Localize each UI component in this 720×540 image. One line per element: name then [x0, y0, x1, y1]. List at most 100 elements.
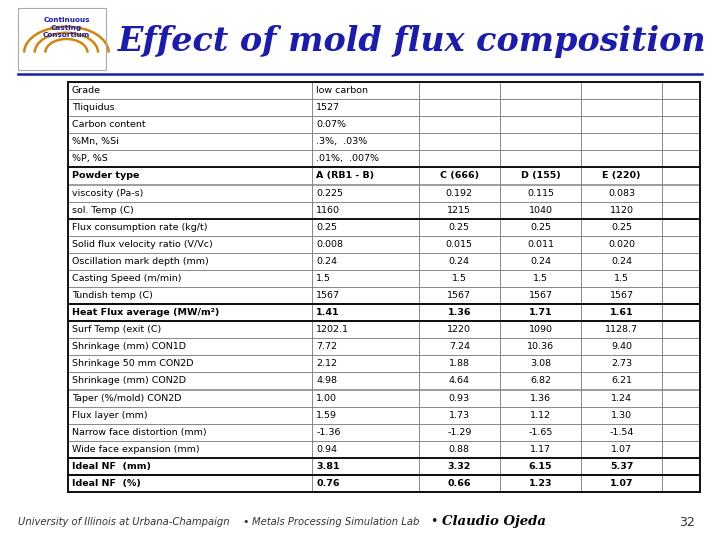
- Bar: [581, 167, 662, 185]
- Bar: [68, 82, 312, 99]
- Bar: [68, 82, 700, 492]
- Bar: [500, 133, 581, 150]
- Bar: [662, 219, 700, 236]
- Bar: [581, 355, 662, 373]
- Bar: [581, 219, 662, 236]
- Bar: [581, 82, 662, 99]
- Text: 7.72: 7.72: [316, 342, 337, 352]
- Text: 1.23: 1.23: [528, 479, 552, 488]
- Text: -1.54: -1.54: [609, 428, 634, 437]
- Bar: [500, 99, 581, 116]
- Text: 0.25: 0.25: [611, 222, 632, 232]
- Text: Claudio Ojeda: Claudio Ojeda: [442, 516, 546, 529]
- Bar: [500, 355, 581, 373]
- Text: 7.24: 7.24: [449, 342, 470, 352]
- Bar: [419, 150, 500, 167]
- Bar: [500, 287, 581, 304]
- Text: C (666): C (666): [440, 172, 479, 180]
- Text: 1202.1: 1202.1: [316, 325, 349, 334]
- Text: 1.5: 1.5: [452, 274, 467, 283]
- Bar: [662, 270, 700, 287]
- Text: 0.88: 0.88: [449, 445, 470, 454]
- Bar: [662, 424, 700, 441]
- Bar: [662, 475, 700, 492]
- Bar: [581, 287, 662, 304]
- Text: 0.015: 0.015: [446, 240, 473, 249]
- Text: Solid flux velocity ratio (V/Vc): Solid flux velocity ratio (V/Vc): [72, 240, 212, 249]
- Bar: [500, 321, 581, 338]
- Bar: [662, 373, 700, 389]
- Bar: [581, 458, 662, 475]
- Bar: [662, 321, 700, 338]
- Text: Heat Flux average (MW/m²): Heat Flux average (MW/m²): [72, 308, 220, 317]
- Bar: [68, 475, 312, 492]
- Bar: [312, 133, 419, 150]
- Bar: [662, 99, 700, 116]
- Text: 1.00: 1.00: [316, 394, 337, 402]
- Text: 1.12: 1.12: [530, 410, 551, 420]
- Bar: [68, 150, 312, 167]
- Bar: [419, 424, 500, 441]
- Bar: [581, 373, 662, 389]
- Text: 1567: 1567: [316, 291, 340, 300]
- Text: Wide face expansion (mm): Wide face expansion (mm): [72, 445, 199, 454]
- Bar: [419, 219, 500, 236]
- Bar: [581, 389, 662, 407]
- Bar: [500, 389, 581, 407]
- Text: D (155): D (155): [521, 172, 560, 180]
- Text: A (RB1 - B): A (RB1 - B): [316, 172, 374, 180]
- Text: 3.32: 3.32: [448, 462, 471, 471]
- Bar: [68, 304, 312, 321]
- Bar: [419, 287, 500, 304]
- Text: .01%,  .007%: .01%, .007%: [316, 154, 379, 164]
- Text: 10.36: 10.36: [527, 342, 554, 352]
- Bar: [662, 201, 700, 219]
- Bar: [419, 167, 500, 185]
- Text: 5.37: 5.37: [610, 462, 634, 471]
- Bar: [419, 99, 500, 116]
- Text: 0.66: 0.66: [448, 479, 471, 488]
- Text: 1.30: 1.30: [611, 410, 632, 420]
- Bar: [312, 167, 419, 185]
- Bar: [581, 253, 662, 270]
- Text: Metals Processing Simulation Lab: Metals Processing Simulation Lab: [252, 517, 419, 527]
- Bar: [312, 82, 419, 99]
- Text: 6.21: 6.21: [611, 376, 632, 386]
- Bar: [419, 236, 500, 253]
- Bar: [500, 150, 581, 167]
- Text: •: •: [430, 516, 437, 529]
- Bar: [419, 253, 500, 270]
- Text: •: •: [242, 517, 248, 527]
- Text: 1.5: 1.5: [533, 274, 548, 283]
- Bar: [581, 236, 662, 253]
- Text: -1.36: -1.36: [316, 428, 341, 437]
- Text: Ideal NF  (%): Ideal NF (%): [72, 479, 141, 488]
- Bar: [662, 441, 700, 458]
- Bar: [500, 304, 581, 321]
- Bar: [662, 407, 700, 424]
- Bar: [68, 133, 312, 150]
- Bar: [68, 355, 312, 373]
- Text: 0.25: 0.25: [316, 222, 337, 232]
- Text: Continuous
Casting
Consortium: Continuous Casting Consortium: [42, 17, 90, 38]
- Bar: [500, 424, 581, 441]
- Text: 1160: 1160: [316, 206, 340, 214]
- Text: -1.65: -1.65: [528, 428, 553, 437]
- Bar: [581, 424, 662, 441]
- Text: Tundish temp (C): Tundish temp (C): [72, 291, 153, 300]
- Bar: [419, 185, 500, 201]
- Bar: [419, 458, 500, 475]
- Bar: [312, 99, 419, 116]
- Bar: [419, 475, 500, 492]
- Bar: [68, 99, 312, 116]
- Bar: [662, 185, 700, 201]
- Text: 1.59: 1.59: [316, 410, 337, 420]
- Bar: [500, 441, 581, 458]
- Bar: [312, 253, 419, 270]
- Text: 0.020: 0.020: [608, 240, 635, 249]
- Bar: [68, 287, 312, 304]
- Bar: [68, 236, 312, 253]
- Bar: [662, 82, 700, 99]
- Text: 4.98: 4.98: [316, 376, 337, 386]
- Text: -1.29: -1.29: [447, 428, 472, 437]
